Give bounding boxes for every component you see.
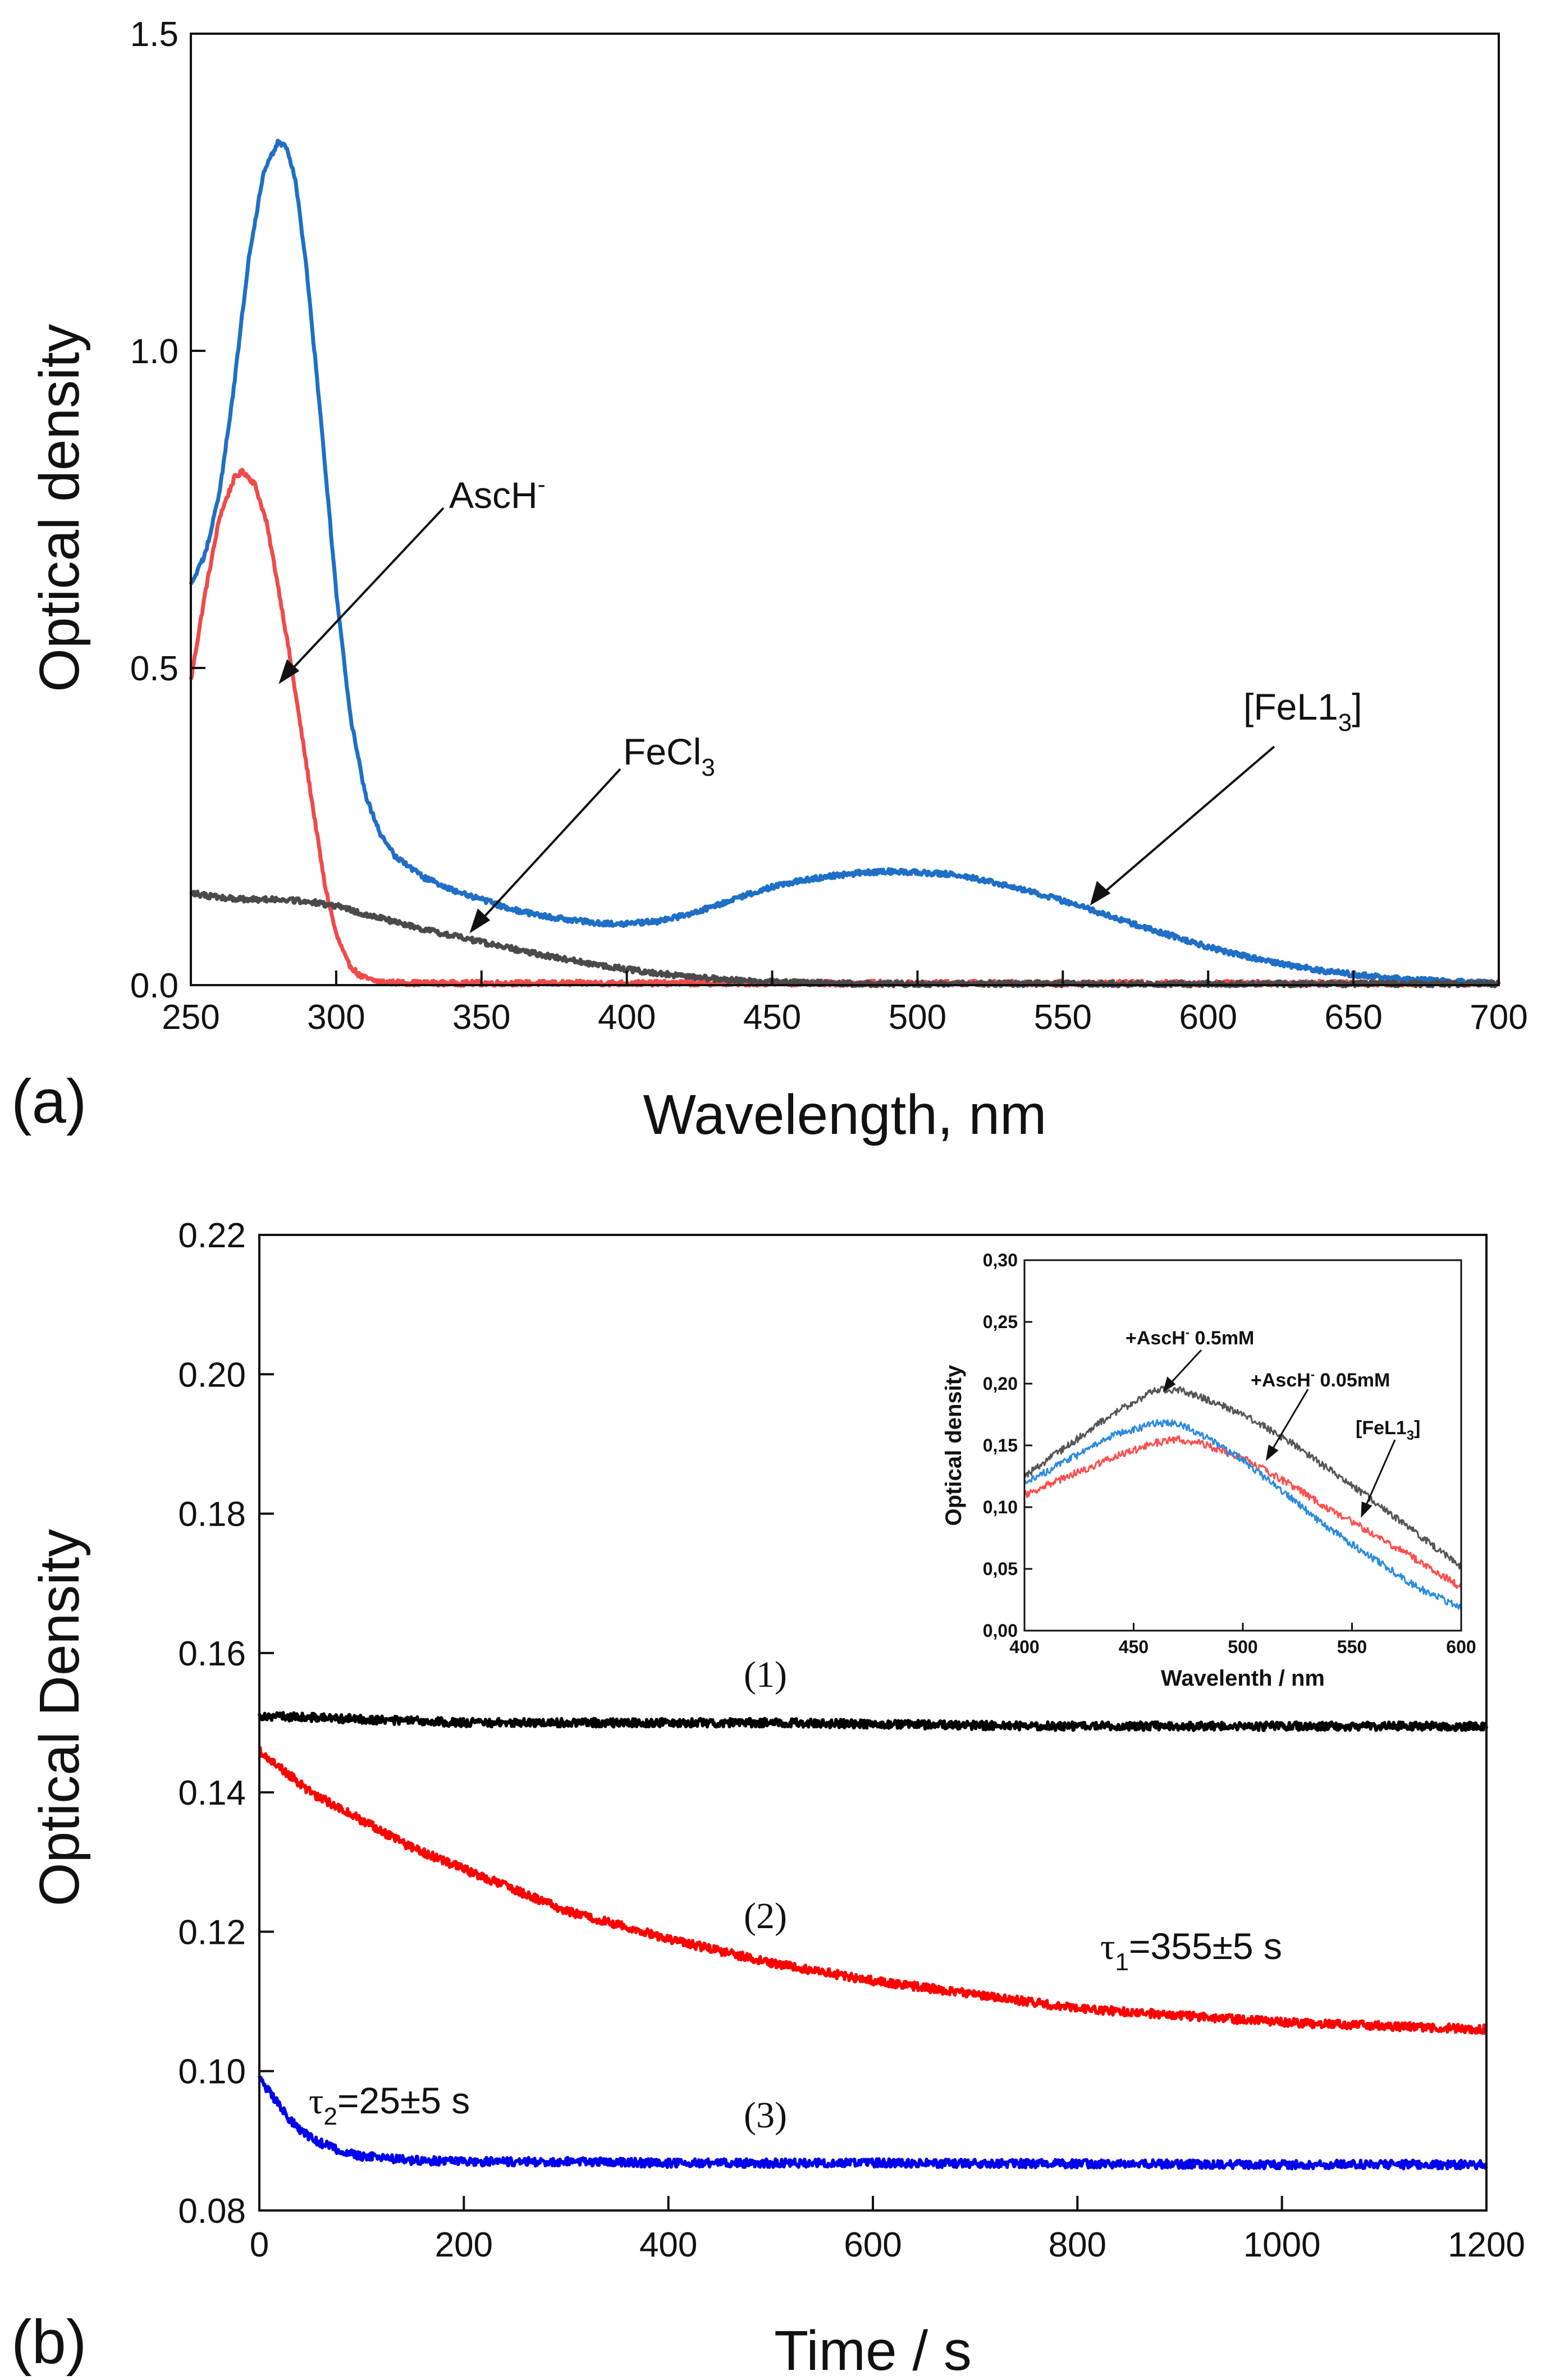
panel-b-y-tick-label: 0.22: [178, 1216, 246, 1255]
arrow-asch: [285, 507, 445, 676]
tau2-annotation: τ2=25±5 s: [309, 2080, 470, 2130]
panel-a-series-group: [189, 139, 1501, 988]
curve-label-3: (3): [744, 2095, 787, 2136]
inset-x-tick-label: 500: [1228, 1637, 1257, 1657]
panel-a-x-tick-label: 700: [1470, 998, 1527, 1037]
panel-b-series-3: [258, 2075, 1488, 2171]
panel-a-plot-frame: [190, 33, 1500, 986]
panel-a-x-tick-label: 300: [307, 998, 365, 1037]
inset-y-tick-label: 0,25: [983, 1312, 1018, 1332]
curve-label-1: (1): [744, 1654, 787, 1695]
panel-b-x-tick-label: 0: [250, 2226, 269, 2264]
inset-y-axis-label: Optical density: [941, 1365, 966, 1526]
inset-y-tick-label: 0,15: [983, 1435, 1018, 1456]
panel-b-x-tick-label: 600: [844, 2226, 902, 2264]
panel-b-series-1: [258, 1711, 1488, 1732]
panel-a-x-tick-label: 450: [743, 998, 801, 1037]
panel-a-series-3: [189, 889, 1501, 988]
panel-b-x-tick-label: 1000: [1243, 2226, 1321, 2264]
panel-a-y-axis-label: Optical density: [28, 324, 91, 692]
panel-a-x-tick-label: 400: [598, 998, 656, 1037]
inset-series-1: [1023, 1385, 1462, 1570]
arrow-fecl3-head: [469, 908, 491, 933]
tau1-annotation: τ1=355±5 s: [1100, 1925, 1282, 1976]
panel-a-label: (a): [11, 1067, 86, 1136]
panel-b-x-tick-label: 800: [1049, 2226, 1106, 2264]
curve-label-2: (2): [744, 1896, 787, 1937]
inset-y-tick-label: 0,10: [983, 1497, 1018, 1517]
panel-a-spectra-chart: 250 300 350 400 450 500 550 600 650 700 0.0 0.5 1.0 1…: [11, 15, 1528, 1146]
panel-b-x-axis-label: Time / s: [774, 2319, 972, 2380]
inset-annotation-fel13: [FeL13]: [1356, 1417, 1420, 1443]
annotation-fecl3: FeCl3: [623, 731, 715, 781]
inset-x-tick-label: 550: [1337, 1637, 1367, 1657]
panel-b-x-tick-label: 200: [435, 2226, 493, 2264]
inset-arrow-05mM: [1166, 1349, 1202, 1388]
inset-y-tick-label: 0,00: [983, 1621, 1018, 1641]
panel-b-y-tick-label: 0.12: [178, 1913, 246, 1952]
panel-a-y-tick-label: 0.5: [130, 649, 179, 688]
panel-b-x-tick-label: 1200: [1448, 2226, 1525, 2264]
panel-b-kinetics-chart: 0 200 400 600 800 1000 1200 0.08 0.10 0.12 0.14 0.1…: [11, 1216, 1525, 2380]
inset-arrow-05mM-head: [1163, 1376, 1176, 1393]
panel-b-x-tick-label: 400: [639, 2226, 697, 2264]
inset-annotation-05mM: +AscH- 0.5mM: [1125, 1325, 1254, 1349]
inset-ticks: 400 450 500 550 600 0,00 0,05 0,10 0,15 0,20 0,25 0…: [983, 1250, 1476, 1657]
panel-b-y-tick-label: 0.16: [178, 1635, 246, 1673]
inset-arrow-005mM-head: [1265, 1444, 1279, 1461]
panel-b-y-axis-label: Optical Density: [28, 1529, 91, 1906]
inset-x-tick-label: 450: [1119, 1637, 1149, 1657]
panel-a-x-tick-label: 500: [889, 998, 946, 1037]
panel-a-y-tick-label: 1.5: [130, 15, 179, 54]
panel-a-ticks: 250 300 350 400 450 500 550 600 650 700 0.0 0.5 1.0 1…: [130, 15, 1528, 1037]
panel-a-x-tick-label: 550: [1034, 998, 1092, 1037]
panel-a-x-tick-label: 650: [1324, 998, 1382, 1037]
inset-y-tick-label: 0,30: [983, 1250, 1018, 1270]
inset-arrow-fel13-head: [1361, 1501, 1372, 1518]
inset-series-3: [1023, 1419, 1462, 1611]
arrow-fel13-head: [1090, 881, 1111, 906]
panel-b-y-tick-label: 0.20: [178, 1356, 246, 1394]
inset-annotation-005mM: +AscH- 0.05mM: [1251, 1367, 1390, 1391]
inset-arrow-fel13: [1363, 1439, 1396, 1511]
inset-y-tick-label: 0,05: [983, 1559, 1018, 1579]
panel-a-y-tick-label: 0.0: [130, 967, 179, 1005]
panel-a-x-axis-label: Wavelength, nm: [643, 1083, 1047, 1146]
panel-b-series-2: [258, 1746, 1488, 2035]
panel-a-y-tick-label: 1.0: [130, 332, 179, 371]
inset-series-2: [1023, 1435, 1462, 1589]
arrow-fel13: [1096, 745, 1275, 899]
arrow-asch-head: [278, 659, 300, 684]
inset-spectra-chart: 400 450 500 550 600 0,00 0,05 0,10 0,15 0,20 0,25 0…: [941, 1250, 1476, 1691]
panel-a-x-tick-label: 600: [1179, 998, 1237, 1037]
inset-annotation-arrows: [1163, 1349, 1396, 1518]
arrow-fecl3: [476, 768, 621, 926]
inset-x-tick-label: 400: [1009, 1637, 1039, 1657]
panel-b-y-tick-label: 0.14: [178, 1774, 246, 1813]
panel-a-x-tick-label: 250: [162, 998, 219, 1037]
panel-a-annotation-arrows: [278, 507, 1275, 933]
inset-x-tick-label: 600: [1446, 1637, 1476, 1657]
panel-b-ticks: 0 200 400 600 800 1000 1200 0.08 0.10 0.12 0.14 0.1…: [178, 1216, 1525, 2264]
panel-a-series-2: [189, 139, 1500, 988]
inset-x-axis-label: Wavelenth / nm: [1161, 1666, 1325, 1691]
panel-a-x-tick-label: 350: [452, 998, 510, 1037]
inset-series-group: [1023, 1385, 1462, 1611]
panel-b-series-group: [258, 1711, 1488, 2171]
panel-b-y-tick-label: 0.18: [178, 1495, 246, 1534]
annotation-fel13: [FeL13]: [1243, 686, 1362, 736]
panel-b-y-tick-label: 0.10: [178, 2053, 246, 2091]
panel-b-label: (b): [11, 2308, 86, 2377]
inset-y-tick-label: 0,20: [983, 1374, 1018, 1394]
inset-arrow-005mM: [1269, 1389, 1309, 1454]
annotation-asch: AscH-: [449, 471, 546, 516]
panel-a-series-1: [189, 468, 1500, 988]
panel-b-y-tick-label: 0.08: [178, 2192, 246, 2231]
